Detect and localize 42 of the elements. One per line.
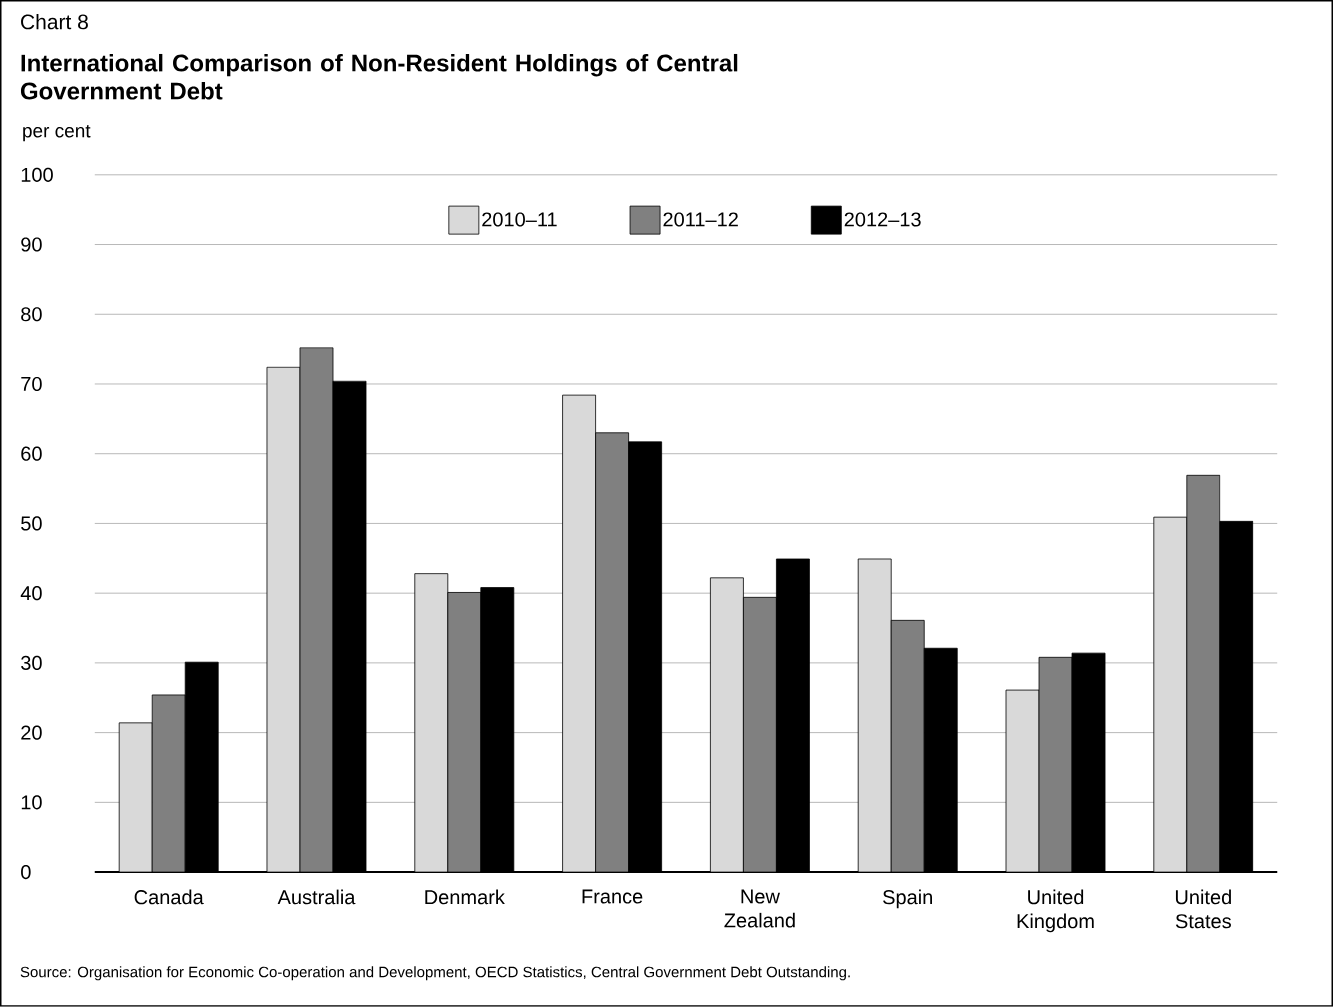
y-tick-label: 80: [21, 307, 42, 322]
y-tick-label: 0: [21, 865, 31, 880]
chart-title: International Comparison of Non-Resident Holdings of Central Government Debt: [20, 54, 738, 100]
bar: [266, 366, 301, 873]
legend-label: 2012–13: [844, 212, 921, 227]
x-tick-label: United Kingdom: [1017, 889, 1094, 933]
source-note: Source: Organisation for Economic Co-operation and Development, OECD Statistics, Central Government Debt Outstanding.: [20, 966, 850, 981]
y-tick-label: 40: [20, 586, 42, 601]
bar: [1153, 516, 1188, 873]
bar: [595, 432, 630, 873]
x-tick-label: Spain: [883, 889, 932, 909]
y-axis-title: per cent: [23, 125, 91, 142]
bar: [447, 592, 482, 873]
y-tick-label: 100: [21, 167, 53, 182]
bar: [1038, 656, 1073, 873]
y-tick-label: 30: [21, 655, 42, 671]
bar: [857, 558, 892, 873]
legend-label: 2011–12: [663, 212, 738, 227]
y-tick-label: 70: [21, 376, 42, 392]
x-tick-label: Canada: [134, 889, 204, 905]
y-tick-label: 20: [21, 725, 42, 740]
caption: Chart 8: [21, 14, 88, 30]
bar: [1005, 689, 1040, 873]
legend-label: 2010–11: [482, 212, 557, 227]
y-tick-label: 90: [21, 237, 42, 252]
x-tick-label: Denmark: [425, 889, 505, 905]
bar: [151, 694, 186, 873]
bar: [562, 394, 596, 873]
x-tick-label: New Zealand: [724, 889, 795, 928]
bar: [414, 573, 449, 873]
bar: [890, 620, 925, 873]
x-tick-label: Australia: [277, 889, 356, 905]
bar: [118, 722, 153, 873]
x-tick-label: United States: [1175, 889, 1231, 929]
y-tick-label: 60: [21, 446, 42, 461]
y-tick-label: 10: [21, 795, 42, 810]
bar: [743, 597, 777, 873]
bar: [299, 347, 334, 873]
bar: [709, 577, 744, 873]
x-tick-label: France: [582, 889, 643, 904]
y-tick-label: 50: [21, 516, 42, 531]
bar: [1186, 474, 1221, 873]
